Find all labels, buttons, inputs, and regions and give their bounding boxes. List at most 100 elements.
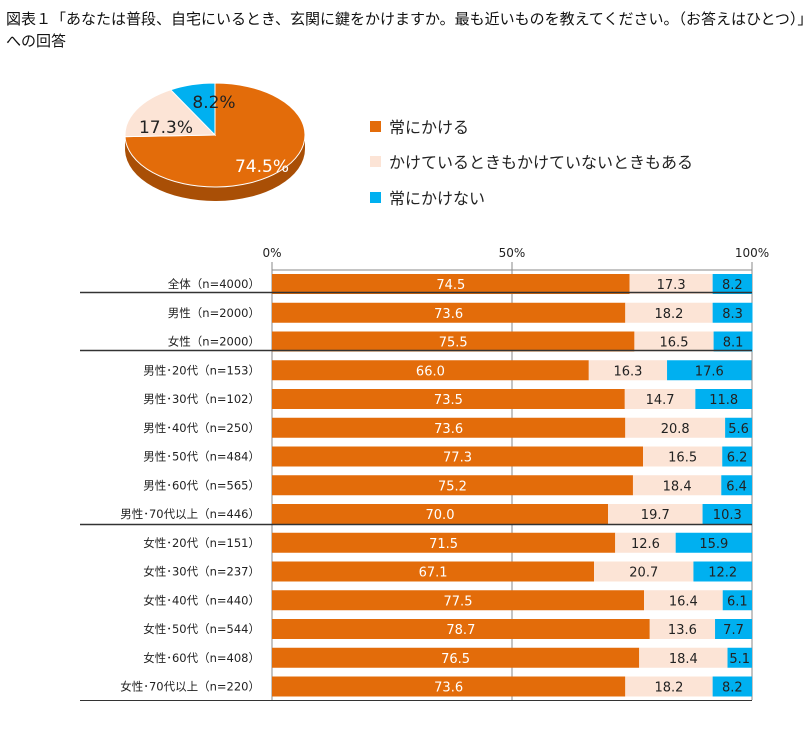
pie-label: 8.2% [192,93,235,113]
data-label: 73.6 [434,422,463,437]
data-label: 18.2 [654,307,683,322]
pie-label: 74.5% [235,157,289,177]
bar-segment [649,619,716,639]
data-label: 6.1 [727,594,748,609]
data-label: 16.5 [660,336,689,351]
bar-segment [272,446,644,467]
bar-segment [634,331,714,352]
category-label: 男性･30代（n=102） [143,392,260,406]
category-label: 女性･40代（n=440） [143,593,260,607]
bar-segment [625,417,726,438]
bar-segment [272,389,625,409]
bar-segment [727,647,752,668]
data-label: 71.5 [429,537,458,552]
data-label: 15.9 [699,537,728,552]
bar-segment [272,647,640,668]
category-label: 女性（n=2000） [168,335,260,349]
data-label: 7.7 [723,623,744,638]
bar-segment [702,504,752,524]
legend-item-always: 常にかける [370,114,469,138]
bar-segment [272,331,635,352]
data-label: 19.7 [641,508,670,523]
data-label: 75.2 [438,479,467,494]
bar-segment [712,676,752,697]
bar-segment [624,389,696,409]
data-label: 20.8 [661,422,690,437]
category-label: 男性･70代以上（n=446） [120,507,260,521]
pie-slice [169,82,216,137]
bar-segment [272,417,626,438]
bar-segment [667,360,752,381]
data-label: 18.4 [663,479,692,494]
data-label: 73.5 [434,393,463,408]
bar-segment [725,417,752,438]
category-label: 女性･30代（n=237） [143,565,260,579]
data-label: 75.5 [439,336,468,351]
data-label: 11.8 [709,393,738,408]
data-label: 74.5 [436,278,465,293]
bar-segment [272,590,644,611]
legend-item-sometimes: かけているときもかけていないときもある [370,149,693,173]
legend-swatch [370,120,381,132]
data-label: 12.6 [631,537,660,552]
data-label: 8.2 [722,278,743,293]
category-label: 女性･20代（n=151） [143,536,260,550]
category-label: 全体（n=4000） [168,277,260,291]
data-label: 77.3 [443,451,472,466]
data-label: 5.6 [728,422,749,437]
category-label: 男性（n=2000） [168,306,260,320]
bar-segment [272,561,595,582]
x-tick-label: 50% [499,246,526,260]
data-label: 8.1 [723,336,744,351]
bar-segment [272,274,630,294]
bar-segment [272,504,608,524]
data-label: 6.4 [726,479,747,494]
pie-slice-side [125,135,306,202]
data-label: 76.5 [441,652,470,667]
bar-segment [608,504,703,524]
pie-slice [124,89,217,138]
bar-segment [632,475,722,496]
data-label: 8.3 [722,307,743,322]
bar-segment [272,532,616,553]
legend-item-never: 常にかけない [370,185,485,209]
bar-segment [721,475,752,496]
category-label: 男性･50代（n=484） [143,450,260,464]
legend-label: かけているときもかけていないときもある [389,153,694,172]
bar-segment [643,446,723,467]
x-tick-label: 0% [262,246,281,260]
data-label: 20.7 [629,566,658,581]
bar-segment [588,360,668,381]
data-label: 66.0 [416,364,445,379]
bar-segment [272,676,626,697]
bar-segment [713,331,753,352]
bar-segment [625,676,713,697]
bar-segment [272,360,589,381]
bar-segment [712,274,752,294]
legend-label: 常にかけない [389,189,486,208]
category-label: 女性･60代（n=408） [143,651,260,665]
data-label: 13.6 [668,623,697,638]
bar-segment [715,619,752,639]
bar-segment [712,302,753,323]
category-label: 女性･70代以上（n=220） [120,680,260,694]
data-label: 67.1 [419,566,448,581]
category-label: 男性･60代（n=565） [143,478,260,492]
pie-label: 17.3% [139,118,193,138]
data-label: 73.6 [434,681,463,696]
data-label: 10.3 [713,508,742,523]
x-tick-label: 100% [735,246,769,260]
bar-segment [675,532,752,553]
bar-segment [693,561,752,582]
bar-segment [722,590,752,611]
category-label: 女性･50代（n=544） [143,622,260,636]
data-label: 18.2 [654,681,683,696]
data-label: 73.6 [434,307,463,322]
data-label: 77.5 [444,594,473,609]
bar-segment [272,475,633,496]
data-label: 70.0 [426,508,455,523]
bar-segment [639,647,728,668]
data-label: 16.3 [613,364,642,379]
